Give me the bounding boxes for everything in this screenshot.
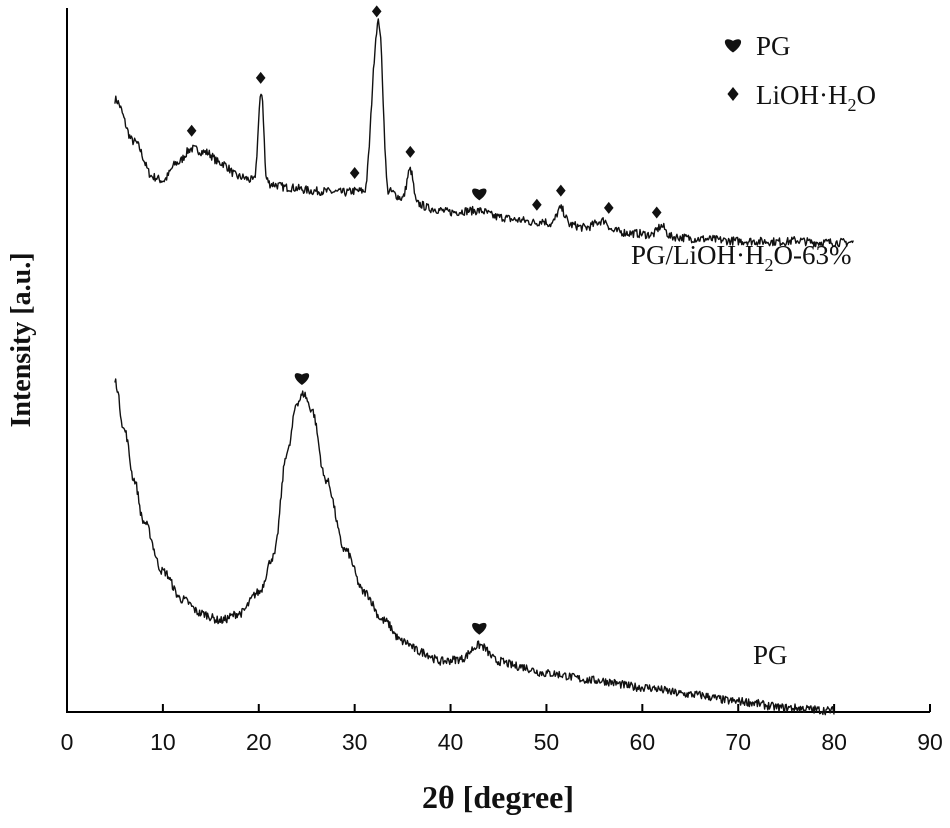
x-tick-label-20: 20 — [246, 729, 272, 755]
x-tick-label-60: 60 — [630, 729, 656, 755]
diamond-icon — [727, 87, 739, 101]
x-tick-label-90: 90 — [917, 729, 943, 755]
legend-heart-icon — [724, 39, 742, 53]
peak-marker-diamond-13 — [186, 124, 197, 137]
x-tick-label-30: 30 — [342, 729, 368, 755]
peak-marker-diamond-32-3 — [371, 5, 382, 18]
x-tick-label-40: 40 — [438, 729, 464, 755]
peak-marker-diamond-51-5 — [556, 184, 566, 197]
x-tick-label-70: 70 — [725, 729, 751, 755]
peak-markers — [186, 5, 662, 635]
peak-marker-heart-43 — [472, 188, 487, 201]
peak-marker-heart-43 — [472, 622, 487, 635]
x-tick-label-10: 10 — [150, 729, 176, 755]
peak-marker-heart-24-5 — [294, 373, 310, 385]
series-label-composite: PG/LiOH·H2O-63% — [631, 240, 851, 275]
heart-icon — [724, 39, 742, 53]
series-line-pg — [114, 378, 835, 716]
plot-area — [66, 8, 930, 713]
x-tick-label-50: 50 — [534, 729, 560, 755]
series-label-pg: PG — [753, 640, 788, 670]
peak-marker-diamond-61-5 — [651, 206, 662, 219]
x-tick-label-80: 80 — [821, 729, 847, 755]
peak-marker-diamond-56-5 — [603, 201, 614, 214]
y-axis-title: Intensity [a.u.] — [6, 252, 37, 427]
legend-entry-lioh: LiOH·H2O — [756, 80, 876, 115]
peak-marker-diamond-20-2 — [255, 71, 266, 84]
legend-entry-pg: PG — [756, 31, 791, 61]
legend: PG LiOH·H2O — [724, 31, 876, 115]
x-axis-ticks: 0 10 20 30 40 50 60 70 80 90 — [61, 704, 943, 755]
peak-marker-diamond-49 — [532, 198, 542, 211]
x-axis-title: 2θ [degree] — [422, 779, 574, 815]
peak-marker-diamond-30 — [349, 167, 360, 180]
legend-diamond-icon — [727, 87, 739, 101]
series-line-composite — [114, 18, 854, 248]
series-layer — [114, 18, 854, 716]
peak-marker-diamond-35-8 — [405, 145, 416, 158]
plot-frame — [66, 8, 930, 713]
x-tick-label-0: 0 — [61, 729, 74, 755]
